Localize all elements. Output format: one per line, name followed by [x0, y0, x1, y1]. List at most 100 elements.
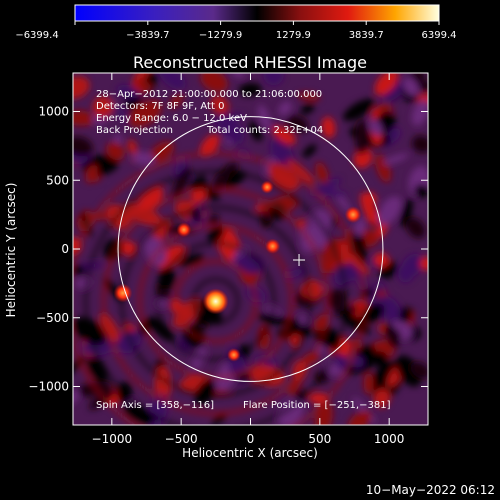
colorbar-tick-label: 3839.7 — [349, 30, 384, 41]
texture-blob — [321, 238, 341, 266]
texture-blob — [286, 267, 307, 279]
annotation-energy-range: Energy Range: 6.0 − 12.0 keV — [96, 113, 247, 124]
texture-blob — [411, 99, 428, 126]
annotation-detectors: Detectors: 7F 8F 9F, Att 0 — [96, 101, 224, 112]
texture-ring — [173, 259, 258, 344]
texture-blob — [334, 354, 349, 371]
texture-blob — [194, 379, 216, 405]
texture-blob — [419, 80, 428, 92]
texture-blob — [287, 159, 316, 185]
source-point — [260, 180, 274, 194]
texture-blob — [88, 389, 116, 410]
texture-blob — [286, 115, 309, 133]
annotation-flare-position: Flare Position = [−251,−381] — [243, 400, 391, 411]
x-tick-label: 0 — [247, 432, 255, 446]
colorbar-tick-label: 1279.9 — [276, 30, 311, 41]
annotation-method: Back Projection — [96, 125, 173, 136]
texture-blob — [73, 76, 90, 99]
texture-blob — [116, 85, 140, 99]
texture-blob — [400, 198, 413, 228]
texture-blob — [257, 313, 291, 325]
texture-blob — [73, 265, 86, 276]
texture-blob — [158, 267, 176, 289]
texture-blob — [208, 214, 220, 225]
plot-area — [73, 73, 428, 425]
texture-blob — [277, 398, 304, 425]
x-tick-label: 1000 — [374, 432, 405, 446]
texture-blob — [373, 388, 391, 408]
texture-blob — [348, 410, 372, 425]
texture-blob — [271, 125, 296, 145]
y-tick-label: 1000 — [38, 105, 69, 119]
texture-blob — [314, 188, 348, 197]
x-tick-label: −500 — [165, 432, 198, 446]
texture-blob — [278, 101, 292, 116]
y-tick-label: −1000 — [28, 380, 69, 394]
texture-blob — [414, 183, 428, 198]
colorbar-tick-label: −1279.9 — [199, 30, 242, 41]
sources-layer — [113, 180, 362, 362]
texture-blob — [199, 134, 220, 157]
texture-blob — [377, 196, 402, 225]
texture-blob — [410, 361, 428, 379]
texture-blob — [363, 372, 374, 395]
texture-blob — [190, 178, 204, 190]
texture-blob — [355, 119, 369, 155]
texture-ring — [191, 277, 240, 326]
texture-blob — [177, 254, 205, 267]
texture-blob — [297, 92, 321, 101]
texture-blob — [403, 77, 419, 96]
texture-blob — [210, 95, 229, 115]
texture-blob — [314, 401, 333, 425]
y-tick-label: 0 — [61, 242, 69, 256]
texture-blob — [327, 288, 347, 310]
texture-blob — [73, 136, 93, 157]
x-axis-label: Heliocentric X (arcsec) — [182, 446, 318, 460]
colorbar-tick-label: −3839.7 — [126, 30, 169, 41]
texture-blob — [113, 105, 129, 123]
texture-blob — [399, 309, 413, 324]
footer-timestamp: 10−May−2022 06:12 — [366, 483, 495, 497]
texture-blob — [353, 148, 373, 168]
texture-blob — [132, 151, 155, 165]
texture-blob — [263, 73, 284, 86]
texture-blob — [343, 98, 375, 121]
texture-ring — [155, 241, 276, 362]
source-point — [265, 238, 281, 254]
texture-blob — [302, 144, 317, 158]
texture-blob — [321, 116, 336, 138]
chart-title: Reconstructed RHESSI Image — [133, 53, 367, 72]
texture-ring — [101, 187, 330, 416]
texture-blob — [382, 81, 407, 102]
texture-ring — [137, 223, 294, 380]
texture-blob — [360, 192, 378, 226]
texture-blob — [123, 403, 155, 425]
texture-blob — [373, 252, 389, 268]
source-point — [202, 288, 229, 315]
texture-ring — [73, 151, 366, 425]
texture-blob — [365, 191, 378, 203]
colorbar-tick-label: 6399.4 — [422, 30, 457, 41]
texture-ring — [83, 169, 348, 425]
texture-blob — [405, 217, 426, 239]
texture-blob — [300, 103, 315, 115]
texture-blob — [145, 73, 158, 85]
texture-blob — [354, 218, 366, 237]
solar-disk-circle — [117, 116, 384, 382]
colorbar — [74, 4, 440, 22]
annotation-spin-axis: Spin Axis = [358,−116] — [96, 400, 214, 411]
texture-blob — [398, 263, 414, 283]
texture-blob — [207, 226, 225, 243]
texture-blob — [419, 256, 428, 271]
texture-blob — [127, 139, 138, 155]
texture-blob — [211, 162, 239, 192]
texture-blob — [156, 244, 186, 270]
annotation-time-range: 28−Apr−2012 21:00:00.000 to 21:06:00.000 — [96, 89, 322, 100]
y-axis-label: Heliocentric Y (arcsec) — [4, 183, 18, 318]
texture-blob — [369, 119, 383, 137]
texture-blob — [249, 121, 263, 142]
y-tick-label: −500 — [36, 311, 69, 325]
texture-blob — [211, 414, 227, 425]
texture-blob — [382, 153, 409, 165]
